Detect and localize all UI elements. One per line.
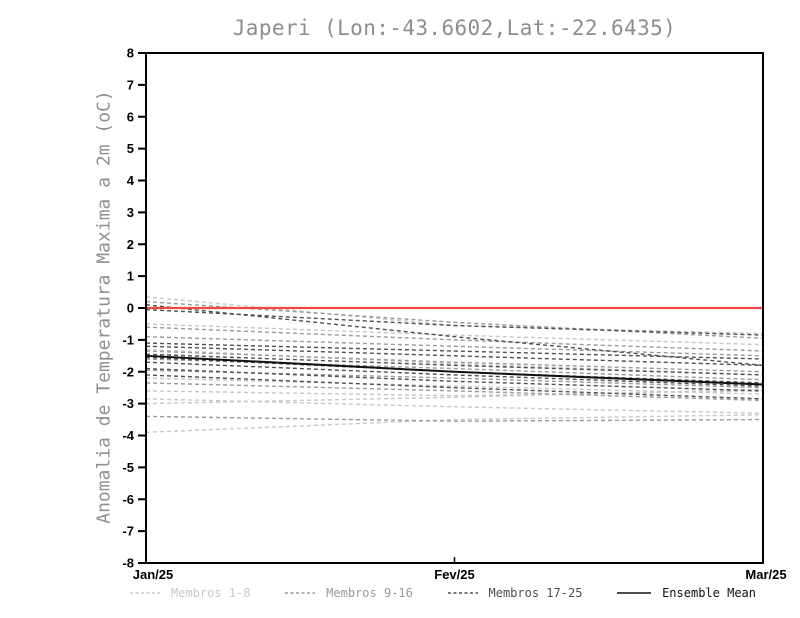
y-tick-label: 6 [127, 109, 134, 124]
ensemble-member-line [145, 398, 764, 414]
y-tick-label: 5 [127, 141, 134, 156]
x-tick-label: Mar/25 [745, 567, 786, 582]
y-tick-label: 4 [127, 173, 135, 188]
dashed-line-sample [285, 592, 316, 594]
dashed-line-sample [130, 592, 160, 594]
ensemble-member-line [145, 300, 764, 339]
x-tick-label: Fev/25 [434, 567, 474, 582]
ensemble-member-line [145, 415, 764, 422]
ensemble-mean-line [145, 354, 764, 386]
y-tick-label: 8 [127, 46, 134, 61]
y-tick-label: -8 [122, 556, 134, 571]
y-tick-label: 7 [127, 77, 134, 92]
legend-item-membros-17-25: Membros 17-25 [446, 586, 583, 600]
y-tick-label: -1 [122, 332, 134, 347]
ensemble-member-line [145, 350, 764, 373]
ensemble-member-line [145, 382, 764, 402]
y-tick-label: -4 [122, 428, 134, 443]
y-tick-label: -6 [122, 492, 134, 507]
legend-label-membros-17-25: Membros 17-25 [488, 586, 583, 600]
y-tick-label: 2 [127, 237, 134, 252]
ensemble-member-line [145, 323, 764, 346]
ensemble-member-line [145, 335, 764, 357]
solid-line-sample [617, 592, 652, 594]
ensemble-member-line [145, 390, 764, 397]
ensemble-member-line [145, 345, 764, 367]
chart-title: Japeri (Lon:-43.6602,Lat:-22.6435) [232, 16, 677, 40]
ensemble-member-line [145, 361, 764, 387]
ensemble-member-line [145, 414, 764, 434]
y-tick-label: -2 [122, 364, 134, 379]
legend-item-ensemble-mean: Ensemble Mean [615, 586, 756, 600]
x-tick-label: Jan/25 [133, 567, 173, 582]
ensemble-member-line [145, 388, 764, 405]
dashed-line-sample [447, 592, 478, 594]
ensemble-member-line [145, 308, 764, 336]
legend-label-membros-9-16: Membros 9-16 [326, 586, 413, 600]
ensemble-member-line [145, 374, 764, 400]
ensemble-member-line [145, 304, 764, 367]
y-tick-label: 1 [127, 269, 134, 284]
ensemble-member-line [145, 342, 764, 360]
ensemble-member-line [145, 296, 764, 335]
ensemble-member-line [145, 326, 764, 352]
legend: Membros 1-8 Membros 9-16 Membros 17-25 E… [128, 586, 756, 600]
ensemble-member-line [145, 367, 764, 392]
legend-label-membros-1-8: Membros 1-8 [171, 586, 251, 600]
y-tick-label: -7 [122, 524, 134, 539]
ensemble-member-line [145, 353, 764, 376]
legend-item-membros-9-16: Membros 9-16 [283, 586, 413, 600]
legend-item-membros-1-8: Membros 1-8 [128, 586, 250, 600]
y-tick-label: -3 [122, 396, 134, 411]
y-tick-label: 0 [127, 301, 134, 316]
legend-label-ensemble-mean: Ensemble Mean [662, 586, 756, 600]
ensemble-member-line [145, 369, 764, 389]
y-tick-label: -5 [122, 460, 134, 475]
ensemble-member-line [145, 358, 764, 381]
y-tick-label: 3 [127, 205, 134, 220]
